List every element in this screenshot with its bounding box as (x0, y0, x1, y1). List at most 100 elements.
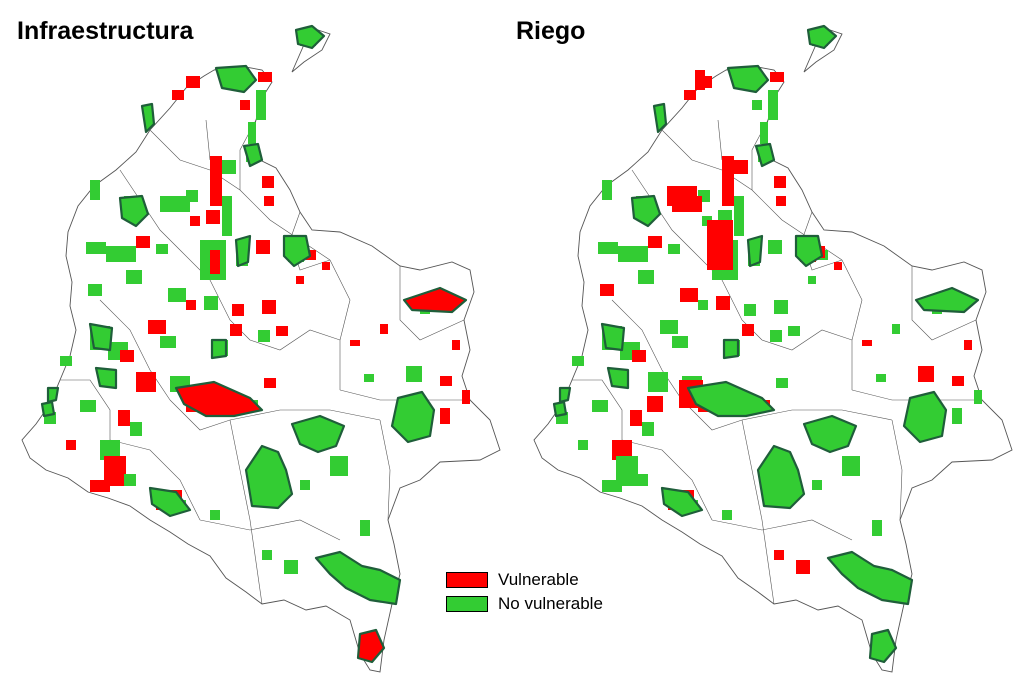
department-boundary (611, 299, 683, 401)
no-vulnerable-patch (572, 356, 584, 366)
vulnerable-patch (796, 560, 810, 574)
protected-area (390, 390, 436, 444)
vulnerable-patch (258, 72, 272, 82)
legend-label-no-vulnerable: No vulnerable (498, 594, 603, 613)
no-vulnerable-patch (672, 336, 688, 348)
protected-area (722, 338, 740, 360)
no-vulnerable-patch (602, 180, 612, 200)
protected-area (660, 486, 704, 518)
protected-area (756, 444, 806, 510)
vulnerable-patch (264, 196, 274, 206)
vulnerable-patch (716, 296, 730, 310)
no-vulnerable-patch (256, 90, 266, 120)
no-vulnerable-patch (892, 324, 900, 334)
legend-label-vulnerable: Vulnerable (498, 570, 579, 589)
vulnerable-patch (118, 410, 130, 426)
no-vulnerable-patch (760, 122, 768, 144)
no-vulnerable-patch (974, 390, 982, 404)
protected-areas (552, 24, 980, 664)
country-outline (21, 29, 501, 673)
protected-area (726, 64, 770, 94)
no-vulnerable-patch (300, 480, 310, 490)
no-vulnerable-patch (330, 456, 348, 476)
protected-area (552, 400, 568, 418)
department-boundary (761, 329, 853, 351)
vulnerable-patch (306, 250, 316, 260)
vulnerable-patch (707, 220, 733, 270)
no-vulnerable-patch (80, 400, 96, 412)
no-vulnerable-patch (88, 284, 102, 296)
protected-area (826, 550, 914, 606)
vulnerable-patch (190, 216, 200, 226)
department-boundary (911, 266, 977, 341)
no-vulnerable-patch (258, 330, 270, 342)
vulnerable-patch (186, 76, 200, 88)
colombia-map-infraestructura (21, 24, 501, 673)
no-vulnerable-patch (808, 276, 816, 284)
protected-area (314, 550, 402, 606)
department-boundary (169, 399, 231, 431)
no-vulnerable-patch (952, 408, 962, 424)
vulnerable-patch (647, 396, 663, 412)
no-vulnerable-patch (788, 326, 800, 336)
protected-area (746, 234, 764, 268)
no-vulnerable-patch (262, 550, 272, 560)
country-outline (533, 29, 1013, 673)
no-vulnerable-patch (734, 196, 744, 236)
vulnerable-patch (276, 326, 288, 336)
no-vulnerable-patch (774, 300, 788, 314)
no-vulnerable-patch (86, 242, 106, 254)
no-vulnerable-patch (660, 320, 678, 334)
vulnerable-patch (136, 372, 156, 392)
no-vulnerable-patch (872, 520, 882, 536)
no-vulnerable-patch (284, 560, 298, 574)
no-vulnerable-patch (578, 440, 588, 450)
no-vulnerable-patch (160, 336, 176, 348)
vulnerable-patch (667, 186, 697, 206)
department-boundary (60, 379, 111, 440)
protected-area (242, 142, 264, 168)
vulnerable-patch (230, 324, 242, 336)
vulnerable-patch (262, 176, 274, 188)
department-boundary (329, 259, 351, 390)
protected-area (214, 64, 258, 94)
vulnerable-patch (964, 340, 972, 350)
protected-area (802, 414, 858, 454)
vulnerable-patch (262, 300, 276, 314)
no-vulnerable-patch (812, 480, 822, 490)
colombia-map-riego (533, 24, 1013, 673)
country-boundary (21, 29, 501, 673)
no-vulnerable-patch (406, 366, 422, 382)
vulnerable-patch (104, 456, 126, 486)
protected-area (46, 386, 60, 404)
department-boundary (99, 299, 171, 401)
vulnerable-patch (186, 300, 196, 310)
protected-area (868, 628, 898, 664)
legend-item-vulnerable: Vulnerable (446, 568, 603, 592)
no-vulnerable-patch (698, 300, 708, 310)
legend-swatch-vulnerable (446, 572, 488, 588)
no-vulnerable-patch (168, 288, 186, 302)
protected-area (140, 102, 156, 134)
vulnerable-patch (296, 276, 304, 284)
no-vulnerable-patch (106, 246, 136, 262)
vulnerable-patch (774, 176, 786, 188)
no-vulnerable-patch (842, 456, 860, 476)
protected-area (290, 414, 346, 454)
vulnerable-patch (742, 324, 754, 336)
protected-area (210, 338, 228, 360)
no-vulnerable-patch (642, 422, 654, 436)
department-boundary (572, 379, 623, 440)
protected-area (294, 24, 326, 50)
no-vulnerable-patch (616, 456, 638, 486)
protected-area (630, 194, 662, 228)
department-boundary (119, 169, 181, 251)
department-boundary (661, 129, 753, 191)
department-boundary (229, 419, 263, 605)
country-boundary (533, 29, 1013, 673)
map-title-riego: Riego (516, 17, 586, 45)
department-boundary (249, 329, 341, 351)
no-vulnerable-patch (130, 422, 142, 436)
vulnerable-patch (452, 340, 460, 350)
no-vulnerable-patch (876, 374, 886, 382)
